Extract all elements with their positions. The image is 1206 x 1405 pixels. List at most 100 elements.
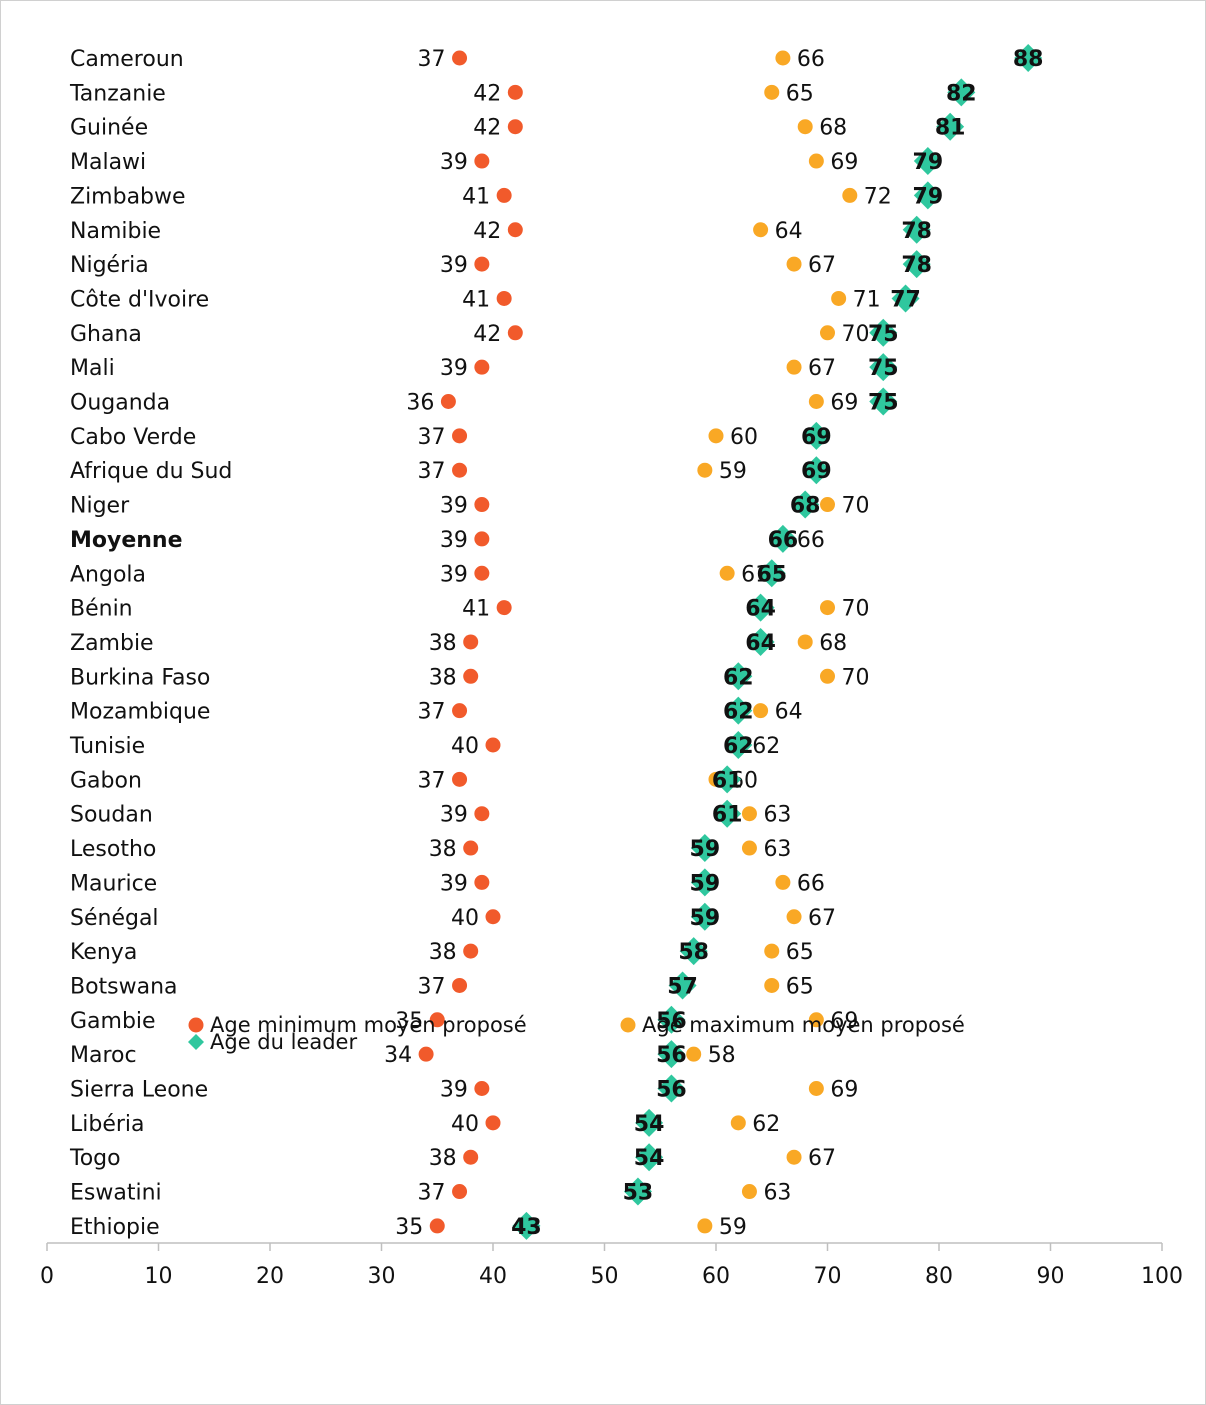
dot <box>753 222 769 238</box>
dot <box>429 1012 445 1028</box>
data-label: 41 <box>462 287 490 312</box>
dot <box>463 1149 479 1165</box>
data-label: 64 <box>775 219 803 244</box>
dot <box>730 1115 746 1131</box>
dot <box>741 1184 757 1200</box>
category-label: Tunisie <box>69 734 145 759</box>
dot <box>724 662 753 691</box>
dot <box>429 1218 445 1234</box>
dot <box>786 256 802 272</box>
dot <box>485 909 501 925</box>
category-label: Burkina Faso <box>70 665 210 690</box>
data-label: 78 <box>901 253 932 278</box>
data-label: 68 <box>819 631 847 656</box>
dot <box>746 593 775 622</box>
data-label: 66 <box>797 47 825 72</box>
dot <box>452 428 468 444</box>
data-label: 71 <box>853 287 881 312</box>
data-label: 67 <box>808 1146 836 1171</box>
x-tick-label: 70 <box>814 1264 842 1289</box>
data-label: 41 <box>462 184 490 209</box>
dot <box>753 703 769 719</box>
data-label: 58 <box>678 940 709 965</box>
category-label: Zimbabwe <box>70 184 186 209</box>
dot <box>485 737 501 753</box>
data-label: 37 <box>418 768 446 793</box>
dot <box>869 387 898 416</box>
data-label: 70 <box>842 665 870 690</box>
dot <box>474 874 490 890</box>
dot <box>891 284 920 313</box>
dot <box>913 147 942 176</box>
dot <box>496 600 512 616</box>
data-label: 39 <box>440 528 468 553</box>
dot <box>474 359 490 375</box>
dot <box>775 50 791 66</box>
data-label: 65 <box>786 940 814 965</box>
category-label: Mozambique <box>70 700 210 725</box>
data-label: 37 <box>418 974 446 999</box>
data-label: 59 <box>690 906 721 931</box>
dot <box>820 497 835 513</box>
data-label: 56 <box>656 1078 687 1103</box>
dot <box>775 874 791 890</box>
legend-marker <box>620 1017 636 1033</box>
dot <box>623 1177 652 1206</box>
data-label: 42 <box>473 81 501 106</box>
data-label: 79 <box>913 184 944 209</box>
data-label: 67 <box>808 356 836 381</box>
dot <box>452 771 468 787</box>
data-label: 68 <box>790 494 821 519</box>
dot <box>463 943 479 959</box>
dot <box>452 462 468 478</box>
dot <box>708 428 724 444</box>
dot <box>690 902 719 931</box>
dot <box>690 868 719 897</box>
data-label: 75 <box>868 391 899 416</box>
x-tick-label: 30 <box>368 1264 396 1289</box>
data-label: 66 <box>797 871 825 896</box>
data-label: 40 <box>451 906 479 931</box>
dot <box>463 840 479 856</box>
data-label: 65 <box>786 974 814 999</box>
dot <box>786 909 802 925</box>
category-label: Ouganda <box>70 391 170 416</box>
category-label: Zambie <box>70 631 154 656</box>
category-label: Eswatini <box>70 1181 162 1206</box>
dot <box>635 1143 664 1172</box>
data-label: 61 <box>712 768 743 793</box>
dot <box>791 490 820 519</box>
data-label: 69 <box>830 1078 858 1103</box>
dot <box>713 765 742 794</box>
data-label: 75 <box>868 356 899 381</box>
data-label: 37 <box>418 1181 446 1206</box>
category-label: Cameroun <box>70 47 184 72</box>
data-label: 67 <box>808 906 836 931</box>
dot <box>474 1081 490 1096</box>
dot <box>808 1012 824 1028</box>
dot <box>947 78 976 107</box>
data-label: 40 <box>451 734 479 759</box>
data-label: 39 <box>440 1078 468 1103</box>
dot <box>507 84 523 100</box>
dot <box>808 394 824 409</box>
data-label: 59 <box>690 837 721 862</box>
data-label: 39 <box>440 356 468 381</box>
data-label: 59 <box>719 1215 747 1240</box>
data-label: 63 <box>763 1181 791 1206</box>
dot <box>764 977 780 993</box>
data-label: 58 <box>708 1043 736 1068</box>
data-label: 42 <box>473 116 501 141</box>
dot <box>440 394 456 409</box>
category-label: Libéria <box>70 1112 145 1137</box>
x-tick-label: 90 <box>1037 1264 1065 1289</box>
dot <box>657 1040 686 1069</box>
x-tick-label: 10 <box>145 1264 173 1289</box>
data-label: 62 <box>752 734 780 759</box>
dot <box>842 187 858 203</box>
dot <box>831 290 847 306</box>
dot <box>507 222 523 238</box>
data-label: 38 <box>429 1146 457 1171</box>
data-label: 72 <box>864 184 892 209</box>
